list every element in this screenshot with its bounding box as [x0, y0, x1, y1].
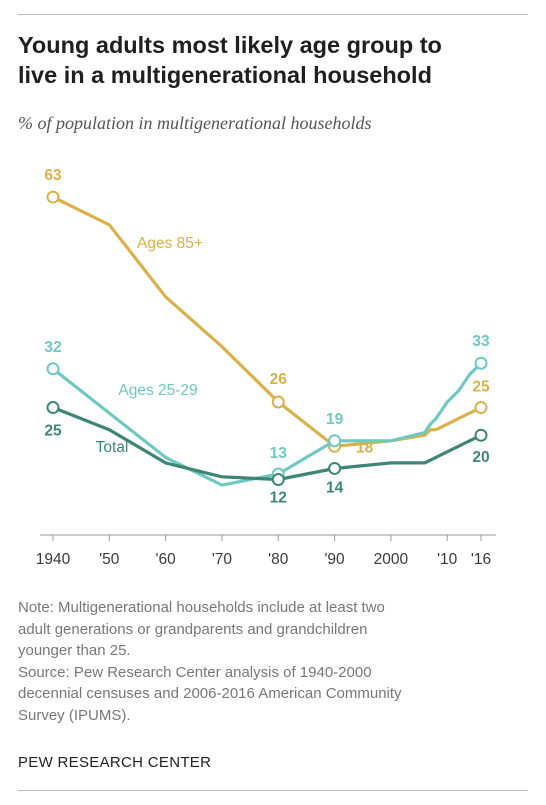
data-label: 26: [270, 371, 288, 388]
chart-title: Young adults most likely age group to li…: [18, 30, 528, 90]
series-name-label: Ages 85+: [137, 235, 203, 252]
data-point-marker: [46, 190, 60, 204]
data-point-marker: [474, 428, 488, 442]
x-tick-label: '90: [324, 551, 345, 568]
data-label: 63: [44, 167, 62, 184]
top-rule: [18, 14, 528, 15]
title-line-1: Young adults most likely age group to: [18, 32, 442, 58]
source-line-3: Survey (IPUMS).: [18, 706, 131, 724]
x-tick-label: '70: [212, 551, 233, 568]
data-label: 19: [326, 411, 344, 428]
data-label: 14: [326, 479, 344, 496]
data-point-marker: [46, 401, 60, 415]
x-axis: 1940 '50 '60 '70 '80 '90 2000 '10 '16: [36, 534, 496, 568]
data-point-marker: [474, 401, 488, 415]
series-line: [51, 405, 483, 482]
data-point-marker: [271, 473, 285, 487]
data-label: 33: [472, 333, 490, 350]
note-line-3: younger than 25.: [18, 642, 131, 659]
x-tick-label: 2000: [374, 551, 409, 568]
brand-label: PEW RESEARCH CENTER: [18, 754, 212, 771]
data-point-marker: [328, 461, 342, 475]
data-label: 13: [270, 445, 288, 462]
data-label: 25: [44, 423, 62, 440]
line-chart: 63 26 18 25 Ages 85+ 32 13 19 33 Ages 25-29 25 12 14…: [36, 167, 496, 568]
data-point-marker: [328, 434, 342, 448]
data-label: 32: [44, 339, 61, 356]
x-tick-label: '50: [99, 551, 120, 568]
source-line-1: Source: Pew Research Center analysis of …: [18, 663, 372, 681]
data-point-marker: [46, 362, 60, 376]
x-tick-label: '60: [156, 551, 177, 568]
x-tick-label: '16: [471, 551, 491, 568]
x-tick-label: '80: [268, 551, 289, 568]
series-name-label: Total: [96, 439, 129, 456]
data-label: 25: [472, 379, 490, 396]
series-ages-25-29: 32 13 19 33 Ages 25-29: [44, 333, 490, 487]
series-layer: 63 26 18 25 Ages 85+ 32 13 19 33 Ages 25-29 25 12 14…: [44, 167, 490, 506]
title-line-2: live in a multigenerational household: [18, 62, 432, 88]
series-name-label: Ages 25-29: [118, 382, 197, 399]
chart-subtitle: % of population in multigenerational hou…: [18, 113, 372, 133]
series-line: [51, 195, 483, 448]
data-point-marker: [474, 356, 488, 370]
source-line-2: decennial censuses and 2006-2016 America…: [18, 685, 402, 702]
notes-block: Note: Multigenerational households inclu…: [18, 597, 528, 726]
data-label: 12: [270, 490, 287, 507]
x-tick-label: 1940: [36, 551, 71, 568]
series-total: 25 12 14 20 Total: [44, 401, 490, 507]
bottom-rule: [18, 790, 528, 791]
data-label: 18: [356, 439, 374, 456]
series-line: [51, 361, 483, 487]
note-line-1: Note: Multigenerational households inclu…: [18, 599, 385, 616]
data-label: 20: [472, 449, 489, 466]
x-tick-label: '10: [437, 551, 458, 568]
note-line-2: adult generations or grandparents and gr…: [18, 620, 368, 638]
data-point-marker: [271, 395, 285, 409]
